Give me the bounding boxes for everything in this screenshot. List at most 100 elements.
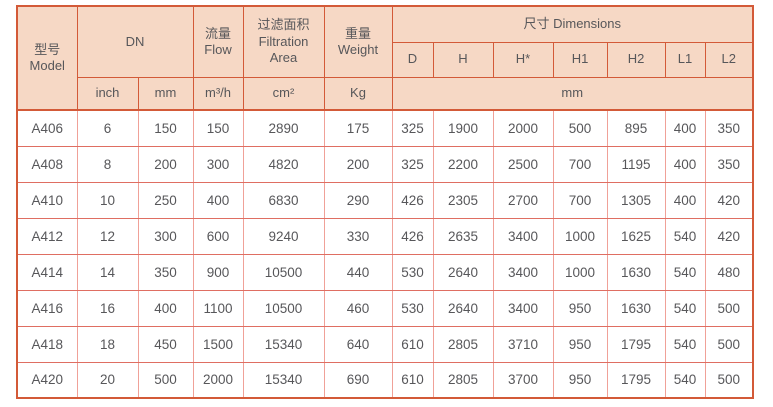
cell-dim-d: 530 (391, 253, 434, 291)
cell-area: 2890 (242, 109, 325, 147)
cell-dim-h1: 950 (552, 325, 608, 363)
header-weight-zh: 重量 (344, 25, 371, 41)
cell-dim-h: 1900 (432, 109, 494, 147)
cell-dim-hstar: 3400 (492, 253, 554, 291)
cell-dn-inch: 12 (76, 217, 139, 255)
cell-dim-hstar: 3400 (492, 217, 554, 255)
cell-dn-inch: 6 (76, 109, 139, 147)
cell-dim-d: 325 (391, 145, 434, 183)
cell-area: 6830 (242, 181, 325, 219)
cell-model: A420 (16, 361, 78, 399)
cell-area: 4820 (242, 145, 325, 183)
table-row: A408 8 200 300 4820 200 325 2200 2500 700 1195 400 3… (16, 145, 754, 183)
header-unit-flow: m³/h (192, 76, 244, 111)
cell-dim-h: 2640 (432, 253, 494, 291)
cell-dim-h: 2640 (432, 289, 494, 327)
cell-dim-h1: 950 (552, 361, 608, 399)
cell-model: A418 (16, 325, 78, 363)
cell-dim-d: 426 (391, 181, 434, 219)
cell-dim-l2: 500 (704, 361, 754, 399)
cell-dim-h2: 1795 (606, 325, 666, 363)
cell-dim-hstar: 3710 (492, 325, 554, 363)
cell-flow: 400 (192, 181, 244, 219)
cell-dim-hstar: 2000 (492, 109, 554, 147)
cell-dim-l2: 350 (704, 145, 754, 183)
cell-dim-hstar: 3400 (492, 289, 554, 327)
cell-dim-h: 2805 (432, 325, 494, 363)
cell-dim-h2: 1305 (606, 181, 666, 219)
header-model: 型号 Model (16, 5, 78, 111)
cell-weight: 330 (323, 217, 393, 255)
cell-dim-l2: 350 (704, 109, 754, 147)
cell-weight: 290 (323, 181, 393, 219)
header-filtration-zh: 过滤面积 (257, 17, 310, 33)
cell-dim-d: 610 (391, 361, 434, 399)
table-row: A416 16 400 1100 10500 460 530 2640 3400 950 1630 5… (16, 289, 754, 327)
header-model-zh: 型号 (34, 41, 61, 57)
cell-model: A416 (16, 289, 78, 327)
header-unit-area: cm² (242, 76, 325, 111)
cell-flow: 300 (192, 145, 244, 183)
cell-dn-mm: 500 (137, 361, 194, 399)
header-dim-h1: H1 (552, 41, 608, 78)
header-filtration-en-1: Filtration (258, 33, 309, 49)
cell-dim-l2: 500 (704, 325, 754, 363)
cell-dim-hstar: 3700 (492, 361, 554, 399)
cell-model: A406 (16, 109, 78, 147)
header-filtration-en-2: Area (269, 49, 298, 65)
header-row-1: 型号 Model DN 流量 Flow 过滤面积 Filtration Area… (16, 5, 754, 111)
cell-dim-d: 325 (391, 109, 434, 147)
cell-weight: 640 (323, 325, 393, 363)
cell-flow: 900 (192, 253, 244, 291)
cell-weight: 440 (323, 253, 393, 291)
cell-dim-h2: 1195 (606, 145, 666, 183)
cell-dim-l1: 540 (664, 289, 706, 327)
table-header: 型号 Model DN 流量 Flow 过滤面积 Filtration Area… (16, 5, 754, 111)
cell-dim-l2: 420 (704, 217, 754, 255)
header-model-en: Model (29, 58, 65, 73)
cell-dn-mm: 200 (137, 145, 194, 183)
cell-dim-h2: 895 (606, 109, 666, 147)
header-dim-h2: H2 (606, 41, 666, 78)
cell-dim-h1: 700 (552, 181, 608, 219)
cell-area: 10500 (242, 289, 325, 327)
cell-dim-h1: 1000 (552, 217, 608, 255)
cell-dim-h1: 700 (552, 145, 608, 183)
cell-dim-h2: 1625 (606, 217, 666, 255)
header-unit-inch: inch (76, 76, 139, 111)
header-row-3: inch mm m³/h cm² Kg mm (17, 76, 754, 111)
header-weight: 重量 Weight (323, 5, 393, 78)
table-row: A410 10 250 400 6830 290 426 2305 2700 700 1305 400… (16, 181, 754, 219)
cell-area: 9240 (242, 217, 325, 255)
header-unit-dim: mm (391, 76, 754, 111)
cell-dim-l1: 400 (664, 109, 706, 147)
cell-dim-h2: 1795 (606, 361, 666, 399)
cell-dim-h2: 1630 (606, 253, 666, 291)
cell-dim-h: 2805 (432, 361, 494, 399)
header-dim-l1: L1 (664, 41, 706, 78)
table-row: A414 14 350 900 10500 440 530 2640 3400 1000 1630 5… (16, 253, 754, 291)
cell-dn-inch: 10 (76, 181, 139, 219)
header-filtration-area: 过滤面积 Filtration Area (242, 5, 325, 78)
cell-dim-h: 2305 (432, 181, 494, 219)
cell-weight: 200 (323, 145, 393, 183)
cell-dim-l1: 540 (664, 253, 706, 291)
cell-dim-l2: 420 (704, 181, 754, 219)
header-dimensions: 尺寸 Dimensions (391, 5, 754, 43)
cell-dn-mm: 150 (137, 109, 194, 147)
table-row: A406 6 150 150 2890 175 325 1900 2000 500 895 400 35… (16, 109, 754, 147)
cell-flow: 1500 (192, 325, 244, 363)
cell-model: A408 (16, 145, 78, 183)
cell-flow: 600 (192, 217, 244, 255)
cell-dim-l1: 400 (664, 145, 706, 183)
cell-weight: 175 (323, 109, 393, 147)
cell-dn-inch: 8 (76, 145, 139, 183)
cell-flow: 150 (192, 109, 244, 147)
header-row-2: D H H* H1 H2 L1 L2 (17, 41, 754, 78)
cell-weight: 460 (323, 289, 393, 327)
cell-dn-mm: 250 (137, 181, 194, 219)
cell-dn-mm: 350 (137, 253, 194, 291)
table-row: A420 20 500 2000 15340 690 610 2805 3700 950 1795 5… (16, 361, 754, 399)
table-body: A406 6 150 150 2890 175 325 1900 2000 500 895 400 35… (16, 109, 754, 399)
cell-dim-l1: 540 (664, 217, 706, 255)
